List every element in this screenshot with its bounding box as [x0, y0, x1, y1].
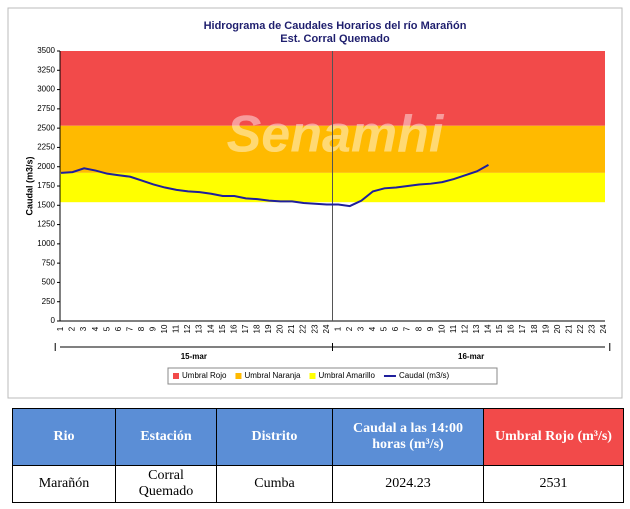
cell: 2531: [483, 465, 624, 503]
x-tick-label: 17: [241, 324, 250, 333]
x-tick-label: 4: [91, 326, 100, 331]
header-cell: Rio: [12, 408, 116, 466]
x-tick-label: 21: [287, 324, 296, 333]
x-tick-label: 23: [310, 324, 319, 333]
x-tick-label: 18: [253, 324, 262, 333]
x-tick-label: 3: [356, 326, 365, 331]
legend-swatch: [173, 373, 179, 379]
x-tick-label: 2: [345, 326, 354, 331]
legend-swatch: [235, 373, 242, 379]
x-tick-label: 19: [541, 324, 550, 333]
x-tick-label: 16: [507, 324, 516, 333]
x-tick-label: 3: [79, 326, 88, 331]
x-tick-label: 9: [426, 326, 435, 331]
y-tick-label: 2000: [37, 162, 55, 171]
cell: Marañón: [12, 465, 116, 503]
legend-label: Umbral Amarillo: [319, 371, 376, 380]
x-tick-label: 13: [195, 324, 204, 333]
cell: Corral Quemado: [115, 465, 217, 503]
x-tick-label: 17: [518, 324, 527, 333]
y-tick-label: 750: [42, 258, 56, 267]
legend: Umbral Rojo Umbral Naranja Umbral Amarillo…: [167, 367, 498, 385]
y-tick-label: 0: [51, 316, 56, 325]
header-cell: Caudal a las 14:00 horas (m³/s): [332, 408, 484, 466]
x-tick-label: 6: [391, 326, 400, 331]
chart-subtitle: Est. Corral Quemado: [280, 33, 390, 45]
x-tick-label: 20: [276, 324, 285, 333]
x-tick-label: 7: [403, 326, 412, 331]
header-cell: Estación: [115, 408, 217, 466]
x-tick-label: 24: [599, 324, 608, 333]
header-cell: Distrito: [216, 408, 333, 466]
x-tick-label: 10: [160, 324, 169, 333]
x-tick-label: 19: [264, 324, 273, 333]
x-tick-label: 15: [495, 324, 504, 333]
x-tick-label: 18: [530, 324, 539, 333]
x-tick-label: 11: [449, 324, 458, 333]
x-tick-label: 16: [229, 324, 238, 333]
group-label: 15-mar: [181, 352, 207, 361]
x-tick-label: 13: [472, 324, 481, 333]
y-tick-label: 1000: [37, 239, 55, 248]
x-tick-label: 22: [299, 324, 308, 333]
x-tick-label: 12: [460, 324, 469, 333]
x-tick-label: 6: [114, 326, 123, 331]
x-tick-label: 10: [437, 324, 446, 333]
chart-title: Hidrograma de Caudales Horarios del río …: [204, 20, 467, 32]
x-tick-label: 14: [206, 324, 215, 333]
legend-label: Umbral Rojo: [182, 371, 227, 380]
x-tick-label: 5: [102, 326, 111, 331]
chart: Hidrograma de Caudales Horarios del río …: [7, 7, 623, 399]
y-tick-label: 1750: [37, 181, 55, 190]
header-cell: Umbral Rojo (m³/s): [483, 408, 624, 466]
x-tick-label: 1: [333, 326, 342, 331]
legend-label: Caudal (m3/s): [399, 371, 450, 380]
y-tick-label: 1500: [37, 200, 55, 209]
x-tick-label: 5: [380, 326, 389, 331]
x-tick-label: 15: [218, 324, 227, 333]
x-tick-label: 22: [576, 324, 585, 333]
x-tick-label: 1: [56, 326, 65, 331]
x-tick-label: 21: [564, 324, 573, 333]
legend-frame: [167, 367, 498, 385]
y-tick-label: 2250: [37, 143, 55, 152]
x-tick-label: 8: [414, 326, 423, 331]
summary-table: Rio Estación Distrito Caudal a las 14:00…: [12, 408, 624, 503]
legend-swatch: [309, 373, 316, 379]
x-tick-label: 7: [125, 326, 134, 331]
legend-label: Umbral Naranja: [244, 371, 301, 380]
y-tick-label: 250: [42, 297, 56, 306]
y-tick-label: 500: [42, 278, 56, 287]
x-tick-label: 23: [588, 324, 597, 333]
y-tick-label: 3500: [37, 46, 55, 55]
y-tick-label: 1250: [37, 220, 55, 229]
y-tick-label: 3250: [37, 65, 55, 74]
y-tick-label: 3000: [37, 85, 55, 94]
y-tick-label: 2750: [37, 104, 55, 113]
cell: 2024.23: [332, 465, 484, 503]
x-tick-label: 8: [137, 326, 146, 331]
caudal-line: [60, 163, 489, 208]
y-tick-label: 2500: [37, 123, 55, 132]
y-axis-label: Caudal (m3/s): [24, 156, 34, 215]
watermark: Senamhi: [227, 106, 445, 164]
x-tick-label: 11: [172, 324, 181, 333]
cell: Cumba: [216, 465, 333, 503]
group-label: 16-mar: [458, 352, 484, 361]
x-tick-label: 2: [68, 326, 77, 331]
x-tick-label: 4: [368, 326, 377, 331]
x-tick-label: 12: [183, 324, 192, 333]
x-tick-label: 24: [322, 324, 331, 333]
x-tick-label: 9: [149, 326, 158, 331]
x-tick-label: 20: [553, 324, 562, 333]
x-tick-label: 14: [484, 324, 493, 333]
